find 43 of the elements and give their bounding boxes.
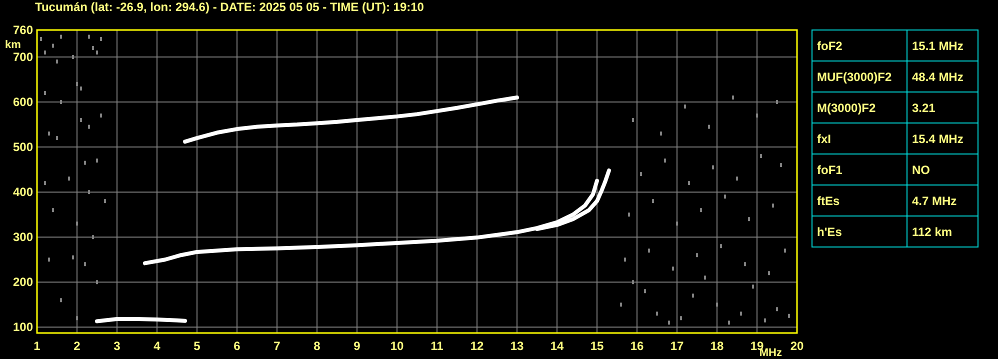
text: 15.1 MHz: [912, 39, 964, 53]
x-tick-label: 3: [114, 339, 121, 353]
y-tick-label: 700: [12, 50, 34, 64]
text: 3.21: [912, 101, 936, 115]
x-tick-label: 2: [74, 339, 81, 353]
y-tick-label: 760: [12, 23, 34, 37]
chart-title: Tucumán (lat: -26.9, lon: 294.6) - DATE: 2025 05 05 - TIME (UT): 19:10: [35, 0, 424, 14]
x-tick-label: 16: [630, 339, 644, 353]
text: ftEs: [817, 194, 840, 208]
y-tick-label: 500: [12, 140, 34, 154]
x-tick-label: 5: [194, 339, 201, 353]
y-axis-title: km: [5, 39, 22, 51]
y-tick-label: 200: [12, 275, 34, 290]
text: 48.4 MHz: [912, 70, 964, 84]
text: h'Es: [817, 225, 842, 239]
y-tick-label: 300: [12, 230, 34, 244]
text: 15.4 MHz: [912, 132, 964, 146]
x-tick-label: 6: [234, 339, 241, 353]
text: 4.7 MHz: [912, 194, 957, 208]
x-tick-label: 8: [314, 339, 321, 353]
x-tick-label: 13: [510, 339, 524, 353]
x-tick-label: 4: [154, 339, 161, 353]
x-tick-label: 1: [34, 339, 41, 353]
y-tick-label: 100: [12, 320, 34, 334]
text: NO: [912, 163, 930, 177]
text: foF1: [817, 163, 843, 177]
x-tick-label: 9: [354, 339, 361, 353]
x-tick-label: 18: [710, 339, 724, 353]
x-tick-label: 15: [590, 339, 604, 353]
text: foF2: [817, 39, 843, 53]
x-tick-label: 12: [470, 339, 484, 353]
x-tick-label: 7: [274, 339, 281, 353]
x-tick-label: 11: [430, 339, 444, 353]
y-tick-label: 400: [12, 185, 34, 200]
text: fxI: [817, 132, 832, 146]
x-tick-label: 14: [550, 339, 564, 353]
x-tick-label: 20: [790, 339, 804, 353]
text: M(3000)F2: [817, 101, 876, 115]
y-tick-label: 600: [12, 95, 34, 110]
x-tick-label: 10: [390, 339, 404, 353]
x-tick-label: 17: [670, 339, 684, 353]
text: 112 km: [912, 225, 952, 239]
text: MUF(3000)F2: [817, 70, 892, 84]
